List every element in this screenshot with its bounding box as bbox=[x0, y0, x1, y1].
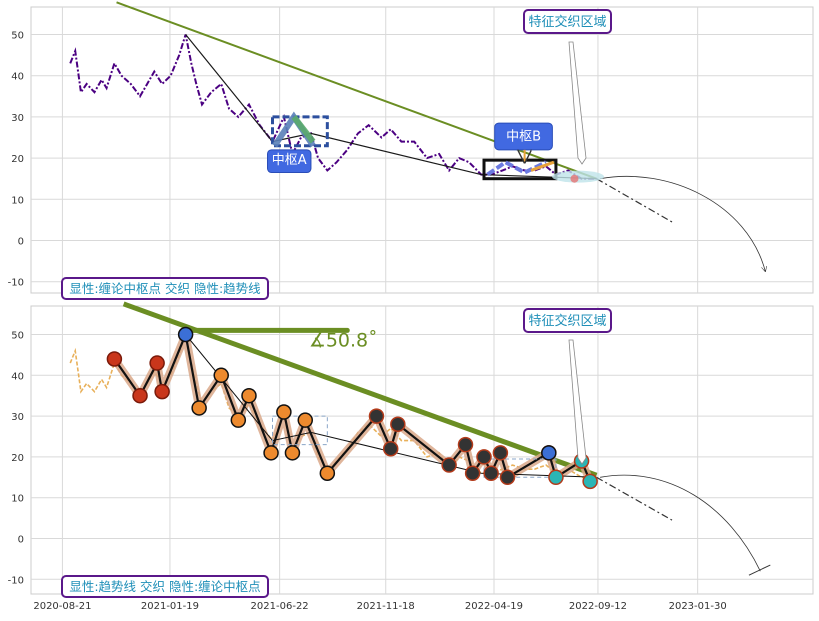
turning-point-marker bbox=[149, 355, 165, 371]
x-tick-label: 2022-04-19 bbox=[465, 601, 523, 612]
turning-point-marker bbox=[284, 445, 301, 461]
lower-feature-arrow bbox=[568, 339, 587, 465]
upper-y-tick-label: -10 bbox=[8, 278, 24, 289]
turning-point-marker-blue bbox=[541, 445, 557, 461]
lower-y-tick-label: 40 bbox=[11, 371, 24, 382]
lower-forecast-curve bbox=[600, 474, 761, 572]
turning-point-marker bbox=[191, 400, 207, 416]
lower-y-tick-label: 0 bbox=[18, 535, 24, 546]
upper-y-tick-label: 30 bbox=[11, 113, 24, 124]
trend-angle-label: ∡50.8˚ bbox=[309, 330, 378, 352]
center-a-stroke-green bbox=[291, 115, 316, 144]
lower-plot-area bbox=[30, 305, 814, 595]
lower-feature-label-box bbox=[523, 308, 612, 333]
upper-feature-arrow bbox=[568, 41, 587, 165]
lower-feature-label: 特征交织区域 bbox=[528, 313, 606, 329]
turning-point-marker bbox=[177, 326, 194, 343]
turning-point-marker bbox=[263, 445, 279, 461]
x-tick-label: 2023-01-30 bbox=[669, 601, 727, 612]
lower-center-b-box bbox=[483, 458, 557, 478]
turning-point-marker bbox=[382, 440, 399, 457]
x-tick-label: 2021-11-18 bbox=[357, 601, 415, 612]
forecast-end-bar bbox=[748, 564, 771, 576]
upper-legend-label-box bbox=[61, 277, 269, 300]
lower-y-tick-label: 50 bbox=[11, 331, 24, 342]
center-a-label: 中枢A bbox=[272, 153, 307, 168]
upper-legend-label: 显性:缠论中枢点 交织 隐性:趋势线 bbox=[69, 281, 261, 296]
lower-y-tick-label: 20 bbox=[11, 453, 24, 464]
center-a-label-box bbox=[267, 149, 312, 174]
x-tick-label: 2022-09-12 bbox=[569, 601, 627, 612]
zigzag-line bbox=[113, 330, 592, 482]
lower-y-tick-label: 10 bbox=[11, 494, 24, 505]
turning-point-marker bbox=[132, 387, 148, 404]
interweave-region-highlight bbox=[552, 170, 605, 183]
center-b-label: 中枢B bbox=[506, 129, 541, 144]
turning-point-marker bbox=[457, 436, 474, 453]
center-b-highlight bbox=[530, 160, 555, 172]
lower-y-tick-label: -10 bbox=[8, 575, 24, 586]
stroke-segment-line bbox=[185, 34, 597, 180]
turning-point-marker bbox=[106, 351, 123, 367]
lower-legend-label: 显性:趋势线 交织 隐性:缠论中枢点 bbox=[69, 579, 260, 594]
x-tick-label: 2021-01-19 bbox=[141, 601, 199, 612]
turning-point-marker bbox=[582, 473, 598, 490]
upper-y-tick-label: 50 bbox=[11, 31, 24, 42]
upper-y-tick-label: 0 bbox=[18, 237, 24, 248]
interweave-dot bbox=[570, 174, 579, 183]
turning-point-marker bbox=[368, 408, 385, 424]
upper-y-tick-label: 20 bbox=[11, 154, 24, 165]
forecast-curve bbox=[600, 175, 765, 271]
turning-point-marker bbox=[390, 416, 406, 433]
center-a-box bbox=[270, 115, 329, 148]
lower-legend-label-box bbox=[61, 575, 269, 598]
turning-point-marker bbox=[241, 387, 257, 404]
turning-point-marker bbox=[297, 412, 314, 428]
upper-feature-label-box bbox=[523, 9, 612, 34]
turning-point-marker bbox=[230, 412, 247, 428]
turning-point-marker bbox=[213, 367, 229, 384]
lower-panel: -10 0 10 20 30 40 50 2020-08-21 2021-01-19 2021-0… bbox=[8, 301, 814, 612]
turning-point-marker bbox=[276, 404, 292, 420]
turning-point-marker bbox=[464, 465, 481, 481]
upper-y-tick-label: 10 bbox=[11, 195, 24, 206]
turning-point-marker bbox=[154, 383, 170, 400]
turning-point-marker bbox=[483, 465, 499, 481]
lower-stroke-segment-line bbox=[185, 334, 597, 478]
lower-y-tick-label: 30 bbox=[11, 412, 24, 423]
upper-y-tick-label: 40 bbox=[11, 72, 24, 83]
turning-point-marker bbox=[441, 457, 457, 473]
x-tick-label: 2021-06-22 bbox=[251, 601, 309, 612]
x-tick-label: 2020-08-21 bbox=[33, 601, 91, 612]
turning-point-marker bbox=[319, 465, 336, 481]
turning-point-marker bbox=[548, 469, 564, 486]
turning-point-marker bbox=[492, 445, 509, 461]
turning-point-marker bbox=[476, 449, 492, 465]
turning-point-marker bbox=[499, 469, 516, 486]
upper-feature-label: 特征交织区域 bbox=[528, 14, 606, 30]
